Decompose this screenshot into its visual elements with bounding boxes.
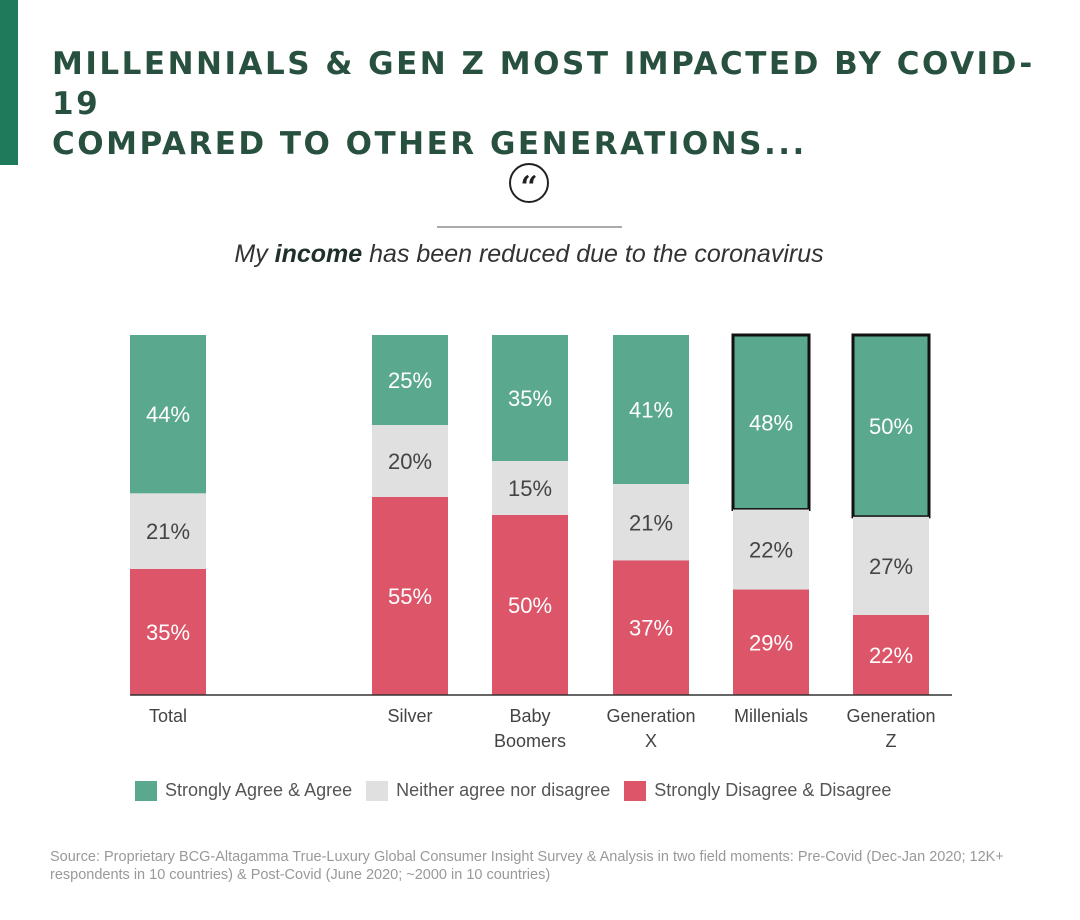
data-label: 50% bbox=[508, 593, 552, 618]
bar-segment-disagree bbox=[733, 589, 809, 695]
legend-swatch bbox=[366, 780, 389, 801]
data-label: 37% bbox=[629, 616, 673, 641]
bar-segment-disagree bbox=[492, 515, 568, 695]
data-label: 41% bbox=[629, 398, 673, 423]
bar-segment-neutral bbox=[733, 509, 809, 590]
data-label: 35% bbox=[146, 620, 190, 645]
bar-segment-disagree bbox=[613, 560, 689, 695]
data-label: 21% bbox=[146, 519, 190, 544]
bar-segment-agree bbox=[613, 335, 689, 485]
accent-bar bbox=[0, 0, 18, 165]
bar-segment-agree bbox=[851, 333, 931, 519]
data-label: 55% bbox=[388, 584, 432, 609]
bar-segment-agree bbox=[372, 335, 448, 425]
bar-segment-agree bbox=[130, 335, 206, 494]
data-label: 22% bbox=[869, 643, 913, 668]
stacked-bar-chart: 44% 21% 35% Total 25% 20% 55% Silver 35% 15% 50% Ba… bbox=[130, 333, 952, 751]
data-label: 15% bbox=[508, 476, 552, 501]
page-title: MILLENNIALS & GEN Z MOST IMPACTED BY COV… bbox=[52, 46, 1035, 162]
bar-segment-disagree bbox=[130, 569, 206, 695]
category-label: Silver bbox=[387, 706, 432, 726]
data-label: 21% bbox=[629, 510, 673, 535]
bar-segment-neutral bbox=[613, 484, 689, 561]
bar-segment-neutral bbox=[492, 461, 568, 515]
bar-segment-agree bbox=[492, 335, 568, 461]
category-label: Boomers bbox=[494, 731, 566, 751]
bar-segment-neutral bbox=[372, 425, 448, 497]
source-note: Source: Proprietary BCG-Altagamma True-L… bbox=[50, 849, 1004, 883]
legend-item-agree: Strongly Agree & Agree bbox=[135, 780, 352, 801]
data-label: 29% bbox=[749, 630, 793, 655]
legend-swatch bbox=[135, 780, 157, 801]
legend-swatch bbox=[624, 780, 647, 801]
legend-item-disagree: Strongly Disagree & Disagree bbox=[624, 780, 891, 801]
divider bbox=[437, 226, 622, 228]
data-label: 27% bbox=[869, 554, 913, 579]
data-label: 25% bbox=[388, 368, 432, 393]
category-label: Millenials bbox=[734, 706, 808, 726]
category-label: Baby bbox=[509, 706, 550, 726]
bar-segment-disagree bbox=[372, 497, 448, 695]
bar-segment-neutral bbox=[130, 493, 206, 569]
bar-segment-disagree bbox=[853, 615, 929, 695]
data-label: 20% bbox=[388, 449, 432, 474]
data-label: 48% bbox=[749, 410, 793, 435]
quote-open-icon: “ bbox=[509, 163, 549, 205]
chart-subtitle: My income has been reduced due to the co… bbox=[234, 240, 824, 268]
category-label: X bbox=[645, 731, 657, 751]
data-label: 50% bbox=[869, 414, 913, 439]
data-label: 35% bbox=[508, 386, 552, 411]
category-label: Generation bbox=[606, 706, 695, 726]
category-label: Total bbox=[149, 706, 187, 726]
bar-segment-neutral bbox=[853, 516, 929, 615]
data-label: 22% bbox=[749, 538, 793, 563]
category-label: Z bbox=[886, 731, 897, 751]
legend-item-neutral: Neither agree nor disagree bbox=[366, 780, 610, 801]
legend: Strongly Agree & Agree Neither agree nor… bbox=[135, 780, 891, 801]
data-label: 44% bbox=[146, 402, 190, 427]
category-label: Generation bbox=[846, 706, 935, 726]
